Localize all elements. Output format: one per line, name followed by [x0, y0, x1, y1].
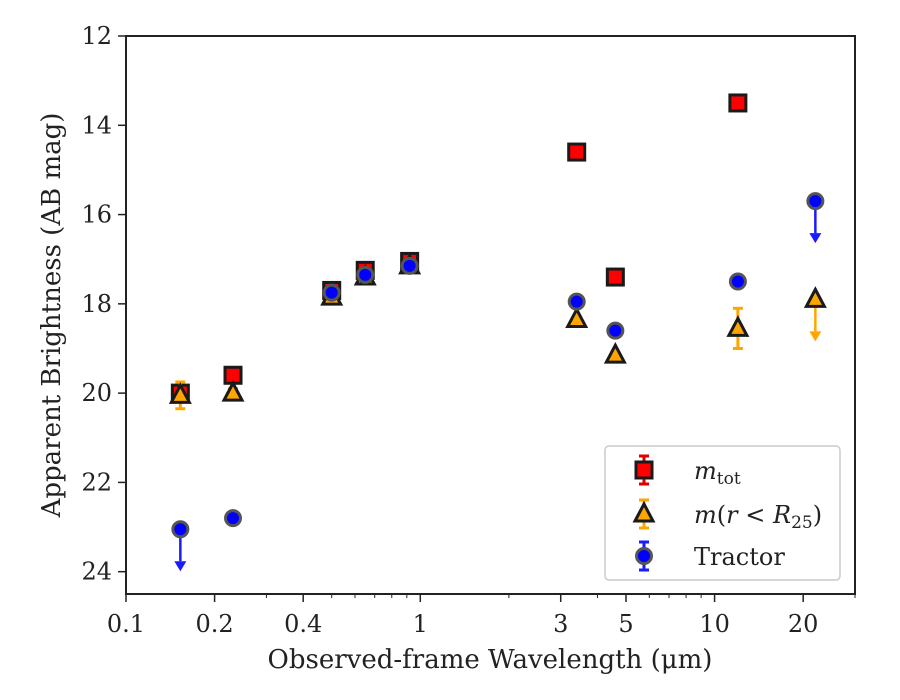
legend-marker-square	[634, 460, 654, 480]
point-circle	[224, 509, 243, 528]
point-circle	[606, 321, 625, 340]
x-tick-label: 10	[699, 610, 730, 638]
point-square	[728, 93, 748, 113]
legend-label: m(r < R25)	[694, 501, 822, 533]
y-tick-label: 12	[81, 22, 112, 50]
legend-marker-triangle	[632, 500, 656, 523]
point-square	[605, 267, 625, 287]
point-circle	[806, 192, 825, 211]
upper-limit-arrowhead	[174, 561, 187, 572]
x-axis-label: Observed-frame Wavelength (μm)	[268, 645, 713, 675]
point-circle	[567, 292, 586, 311]
plot-area	[168, 93, 827, 572]
point-circle	[171, 520, 190, 539]
point-circle	[322, 283, 341, 302]
x-tick-label: 3	[553, 610, 568, 638]
upper-limit-arrowhead	[809, 233, 822, 244]
legend-box	[604, 445, 841, 581]
x-tick-label: 1	[413, 610, 428, 638]
x-tick-label: 0.1	[107, 610, 145, 638]
point-circle	[400, 256, 419, 275]
plot-frame	[125, 35, 856, 595]
y-axis-label: Apparent Brightness (AB mag)	[37, 113, 67, 519]
legend-marker-circle	[635, 547, 653, 565]
point-triangle	[221, 379, 245, 402]
x-tick-label: 20	[788, 610, 819, 638]
point-triangle	[726, 315, 750, 337]
legend-label: mtot	[694, 457, 741, 489]
legend-label: Tractor	[694, 543, 785, 571]
point-triangle	[565, 306, 589, 328]
y-tick-label: 24	[81, 558, 112, 586]
y-tick-label: 18	[81, 290, 112, 318]
point-triangle	[803, 286, 827, 308]
y-tick-label: 20	[81, 379, 112, 407]
series-0	[170, 93, 748, 403]
x-tick-label: 0.4	[284, 610, 322, 638]
point-circle	[356, 265, 375, 284]
x-tick-label: 0.2	[196, 610, 234, 638]
series-2	[171, 192, 825, 572]
point-square	[567, 142, 587, 162]
legend: mtot m(r < R25) Tractor	[604, 445, 841, 581]
y-tick-label: 22	[81, 468, 112, 496]
y-tick-label: 16	[81, 201, 112, 229]
point-triangle	[603, 341, 627, 364]
x-tick-label: 5	[618, 610, 633, 638]
y-axis: 12 14 16 18 20 22 24	[81, 22, 126, 586]
series-1	[168, 252, 827, 411]
y-tick-label: 14	[81, 111, 112, 139]
point-circle	[728, 272, 747, 291]
x-axis: 0.1 0.2 0.4 1 3 5 10 20	[107, 594, 856, 638]
point-triangle	[168, 382, 192, 404]
upper-limit-arrowhead	[809, 331, 822, 342]
